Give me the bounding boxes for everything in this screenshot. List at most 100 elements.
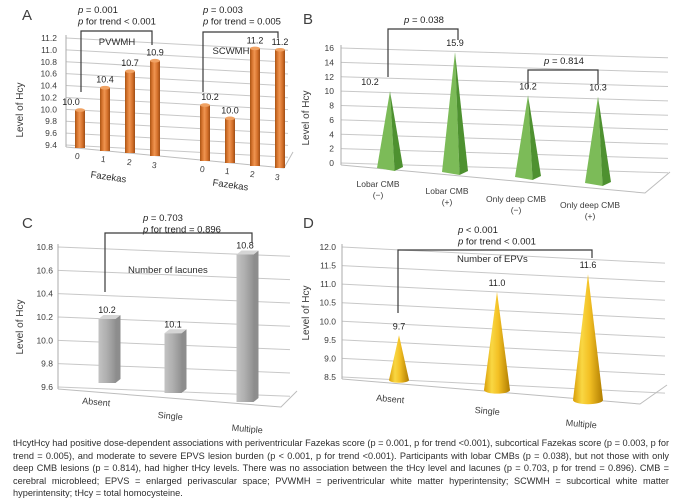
p-value-text: p = 0.814 — [543, 56, 584, 67]
value-label: 10.4 — [96, 75, 114, 85]
bar-side — [181, 329, 187, 393]
grid-line — [340, 61, 669, 73]
x-tick-label: 2 — [126, 157, 132, 168]
y-tick-label: 9.5 — [324, 335, 336, 345]
series-label: Number of lacunes — [128, 265, 208, 276]
bar — [573, 274, 603, 405]
bar — [200, 105, 210, 161]
grid-line — [340, 105, 669, 116]
bar — [100, 87, 110, 151]
y-tick-label: 2 — [329, 144, 334, 154]
y-tick-label: 10 — [325, 86, 335, 96]
y-axis-title: Level of Hcy — [301, 285, 312, 340]
bar-top — [150, 58, 160, 63]
value-label: 10.2 — [98, 305, 116, 315]
value-label: 10.0 — [221, 105, 239, 115]
category-label: (−) — [511, 205, 522, 215]
group-label: PVWMH — [99, 37, 136, 48]
p-value-text: p for trend = 0.005 — [202, 17, 281, 28]
value-label: 11.6 — [580, 260, 597, 270]
category-label: Only deep CMB — [486, 194, 546, 204]
x-axis-title: Fazekas — [90, 170, 127, 186]
bar-side — [390, 91, 403, 171]
value-label: 10.9 — [146, 48, 164, 58]
grid-line — [340, 47, 669, 59]
category-label: (−) — [373, 190, 384, 200]
bar — [442, 52, 460, 175]
bar — [225, 118, 235, 163]
bar — [585, 96, 603, 186]
panel-letter: B — [303, 11, 313, 28]
x-tick-label: 2 — [249, 169, 255, 180]
y-axis-title: Level of Hcy — [15, 82, 26, 137]
significance-bracket — [202, 31, 279, 92]
category-label: Absent — [376, 393, 405, 405]
significance-bracket — [387, 28, 459, 77]
y-tick-label: 4 — [329, 129, 334, 139]
significance-bracket — [80, 30, 153, 92]
y-tick-label: 10.6 — [36, 265, 53, 275]
y-tick-label: 9.8 — [41, 359, 53, 369]
y-tick-label: 11.5 — [320, 261, 336, 271]
grid-line — [341, 302, 666, 320]
value-label: 10.3 — [589, 83, 607, 93]
y-tick-label: 8 — [329, 101, 334, 111]
panel-d: 12.0 11.5 11.0 10.5 10.0 9.5 9.0 8.5 Level of Hc… — [301, 215, 668, 430]
value-label: 10.2 — [361, 77, 379, 87]
y-tick-label: 11.2 — [41, 33, 57, 43]
value-label: 10.1 — [164, 319, 182, 329]
bar — [250, 48, 260, 166]
floor-line — [341, 378, 668, 405]
x-tick-label: 1 — [100, 154, 106, 165]
bar-top — [75, 108, 85, 112]
grid-line — [341, 265, 666, 283]
bar-side — [528, 95, 541, 180]
category-label: Lobar CMB — [357, 179, 400, 189]
bar-top — [250, 46, 260, 51]
bar-side — [598, 96, 611, 186]
bar — [515, 95, 533, 180]
y-tick-label: 10.5 — [319, 298, 336, 308]
y-tick-label: 10.2 — [36, 312, 53, 322]
value-label: 11.2 — [247, 35, 264, 45]
bar-top — [200, 103, 210, 107]
figure-canvas: 11.211.010.810.610.410.210.09.89.69.4Lev… — [15, 5, 671, 434]
y-tick-label: 9.6 — [45, 128, 57, 138]
x-tick-label: 0 — [74, 151, 80, 162]
x-tick-label: 3 — [151, 160, 157, 171]
grid-line — [340, 119, 669, 131]
bar-top — [98, 314, 121, 319]
y-tick-label: 10.8 — [40, 57, 57, 67]
y-axis-title: Level of Hcy — [301, 90, 312, 145]
value-label: 10.2 — [201, 92, 219, 102]
bar-side — [455, 52, 468, 175]
y-tick-label: 8.5 — [324, 372, 336, 382]
value-label: 9.7 — [393, 321, 406, 331]
value-label: 11.2 — [272, 37, 289, 47]
p-value-text: p = 0.703 — [142, 213, 183, 224]
category-label: Single — [157, 410, 183, 422]
category-label: Lobar CMB — [426, 186, 469, 196]
y-tick-label: 10.4 — [36, 289, 53, 299]
y-tick-label: 11.0 — [41, 45, 57, 55]
y-tick-label: 9.4 — [45, 140, 57, 150]
x-tick-label: 3 — [274, 172, 280, 183]
y-tick-label: 10.6 — [40, 69, 57, 79]
value-label: 10.7 — [121, 58, 139, 68]
grid-line — [340, 90, 669, 102]
p-value-text: p = 0.038 — [403, 15, 444, 26]
bar — [98, 318, 116, 383]
value-label: 11.0 — [489, 278, 506, 288]
bar — [377, 91, 395, 171]
significance-bracket — [527, 69, 599, 89]
y-tick-label: 10.4 — [40, 81, 57, 91]
grid-line — [341, 246, 666, 264]
bar — [150, 60, 160, 156]
grid-line — [340, 76, 669, 88]
figure-caption: tHcytHcy had positive dose-dependent ass… — [13, 438, 669, 498]
group-label: SCWMH — [213, 46, 250, 57]
y-tick-label: 0 — [329, 158, 334, 168]
y-tick-label: 9.6 — [41, 382, 53, 392]
